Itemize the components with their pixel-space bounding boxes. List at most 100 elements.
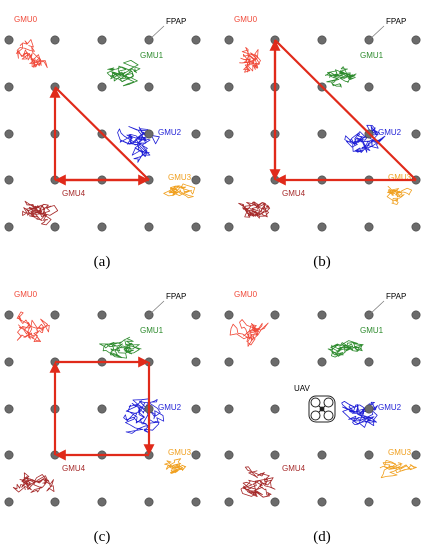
gmu4-trajectory: [22, 200, 59, 226]
uav-label: UAV: [294, 384, 311, 393]
fpap-grid-point: [364, 82, 374, 92]
fpap-grid-point: [364, 450, 374, 460]
fpap-leader-line: [148, 300, 165, 316]
fpap-grid-point: [4, 450, 14, 460]
fpap-grid-point: [144, 497, 154, 507]
fpap-grid-point: [97, 222, 107, 232]
fpap-grid-point: [191, 129, 201, 139]
fpap-grid-point: [4, 310, 14, 320]
fpap-grid-point: [317, 310, 327, 320]
fpap-grid-point: [191, 404, 201, 414]
panel-b: GMU0 GMU1 GMU2 GMU3 GMU4 FPAP (b): [224, 15, 421, 270]
fpap-grid-point: [364, 357, 374, 367]
gmu0-label: GMU0: [234, 15, 258, 24]
fpap-grid-point: [411, 222, 421, 232]
gmu3-trajectory: [386, 185, 413, 205]
gmu3-label: GMU3: [388, 173, 412, 182]
fpap-grid-point: [224, 404, 234, 414]
fpap-grid-point: [97, 310, 107, 320]
fpap-grid-point: [224, 175, 234, 185]
fpap-grid-point: [270, 310, 280, 320]
fpap-grid-point: [224, 497, 234, 507]
fpap-grid-point: [4, 82, 14, 92]
fpap-grid-point: [191, 82, 201, 92]
fpap-leader-line: [368, 300, 385, 316]
fpap-grid-point: [411, 497, 421, 507]
gmu0-trajectory: [239, 47, 261, 73]
gmu4-label: GMU4: [282, 189, 306, 198]
fpap-grid-point: [224, 222, 234, 232]
fpap-grid-point: [191, 310, 201, 320]
fpap-grid-point: [144, 82, 154, 92]
fpap-grid-point: [4, 129, 14, 139]
gmu3-label: GMU3: [168, 448, 192, 457]
fpap-grid-point: [50, 310, 60, 320]
uav-quadcopter-icon: [308, 395, 336, 423]
gmu0-trajectory: [15, 39, 48, 69]
fpap-grid-point: [317, 222, 327, 232]
gmu0-label: GMU0: [14, 290, 38, 299]
fpap-grid-point: [364, 497, 374, 507]
gmu3-trajectory: [163, 183, 196, 199]
fpap-grid-point: [50, 497, 60, 507]
gmu1-label: GMU1: [360, 51, 384, 60]
fpap-grid-point: [411, 450, 421, 460]
gmu0-label: GMU0: [234, 290, 258, 299]
gmu1-label: GMU1: [140, 51, 164, 60]
gmu1-trajectory: [106, 60, 141, 87]
gmu1-label: GMU1: [360, 326, 384, 335]
fpap-grid-point: [191, 497, 201, 507]
fpap-grid-point: [224, 450, 234, 460]
panel-caption: (a): [94, 254, 111, 270]
fpap-label: FPAP: [166, 292, 186, 301]
fpap-grid-point: [270, 497, 280, 507]
fpap-grid-point: [317, 35, 327, 45]
fpap-grid-point: [191, 357, 201, 367]
fpap-grid-point: [317, 450, 327, 460]
uav-path-segment: [274, 39, 417, 181]
fpap-grid-point: [97, 404, 107, 414]
gmu3-trajectory: [379, 459, 417, 479]
fpap-grid-point: [4, 175, 14, 185]
fpap-grid-point: [224, 310, 234, 320]
fpap-grid-point: [411, 82, 421, 92]
fpap-grid-point: [270, 222, 280, 232]
fpap-grid-point: [411, 35, 421, 45]
fpap-grid-point: [411, 357, 421, 367]
fpap-grid-point: [144, 222, 154, 232]
fpap-grid-point: [4, 222, 14, 232]
gmu4-trajectory: [240, 466, 276, 498]
panel-a: GMU0 GMU1 GMU2 GMU3 GMU4 FPAP (a): [4, 15, 201, 270]
fpap-grid-point: [411, 129, 421, 139]
gmu0-trajectory: [16, 311, 50, 342]
fpap-grid-point: [317, 497, 327, 507]
fpap-grid-point: [144, 129, 154, 139]
gmu2-trajectory: [123, 398, 165, 434]
fpap-grid-point: [4, 357, 14, 367]
panel-caption: (b): [313, 254, 331, 270]
gmu2-label: GMU2: [378, 128, 402, 137]
gmu2-label: GMU2: [158, 128, 182, 137]
gmu2-label: GMU2: [378, 403, 402, 412]
fpap-grid-point: [191, 450, 201, 460]
fpap-grid-point: [4, 404, 14, 414]
fpap-grid-point: [4, 497, 14, 507]
fpap-grid-point: [191, 222, 201, 232]
fpap-label: FPAP: [166, 17, 186, 26]
gmu4-label: GMU4: [282, 464, 306, 473]
panel-caption: (d): [313, 529, 331, 545]
fpap-grid-point: [97, 35, 107, 45]
fpap-grid-point: [4, 35, 14, 45]
gmu4-trajectory: [238, 201, 271, 219]
fpap-grid-point: [270, 404, 280, 414]
fpap-grid-point: [191, 175, 201, 185]
uav-path-segment: [54, 86, 150, 181]
fpap-grid-point: [97, 82, 107, 92]
gmu1-trajectory: [99, 336, 142, 359]
panel-d: GMU0 GMU1 GMU2 GMU3 GMU4 FPAP UAV (d): [224, 290, 421, 545]
gmu1-label: GMU1: [140, 326, 164, 335]
fpap-grid-point: [50, 35, 60, 45]
fpap-grid-point: [224, 357, 234, 367]
gmu2-label: GMU2: [158, 403, 182, 412]
